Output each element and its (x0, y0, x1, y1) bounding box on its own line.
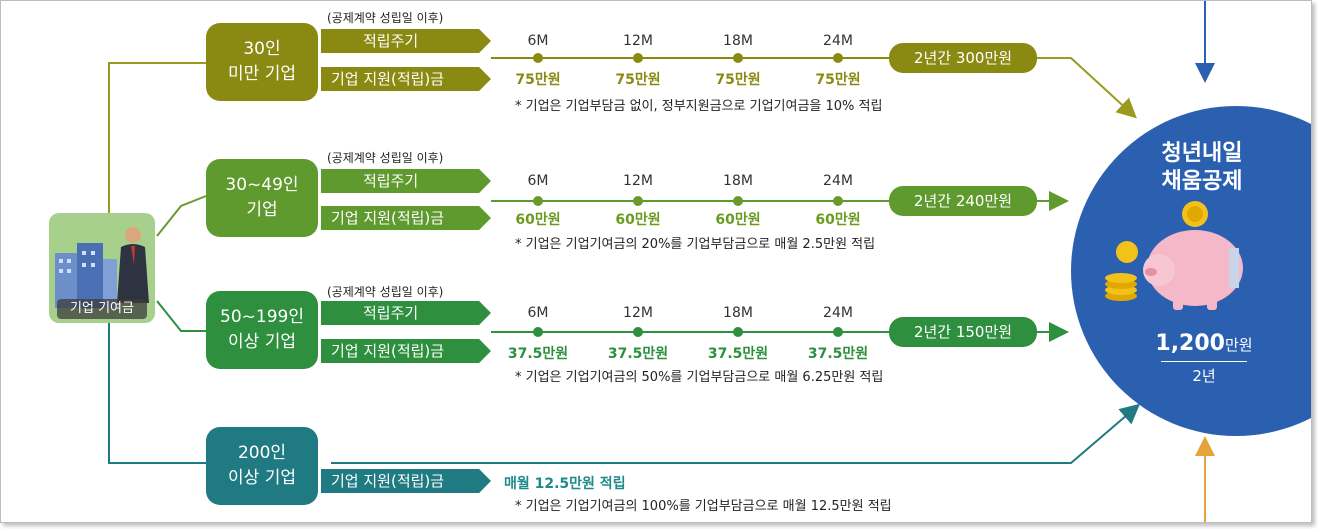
tier3-amount: 37.5만원 (607, 346, 669, 362)
tier2-note: * 기업은 기업기여금의 20%를 기업부담금으로 매월 2.5만원 적립 (515, 237, 876, 252)
tier3-dot (533, 327, 543, 337)
company-contribution-tile: 기업 기여금 (49, 213, 155, 323)
arrow-tier1 (1037, 57, 1137, 119)
trunk-line (108, 62, 206, 213)
tier3-dots (533, 327, 843, 337)
tier2-dot (533, 196, 543, 206)
tier1-size-line1: 30인 (243, 39, 281, 59)
tier1-amount: 75만원 (515, 72, 561, 88)
product-period: 2년 (1192, 367, 1216, 385)
product-amount-number: 1,200 (1155, 331, 1225, 356)
tier4-support-tag: 기업 지원(적립)금 (321, 469, 491, 493)
tier1-amount: 75만원 (815, 72, 861, 88)
tier3-tick: 12M (623, 305, 653, 321)
tier2-cycle-tag: 적립주기 (321, 169, 491, 193)
tier1-total: 2년간 300만원 (889, 43, 1037, 73)
tier3-tick: 18M (723, 305, 753, 321)
tier3-total: 2년간 150만원 (889, 317, 1037, 347)
product-amount-divider (1161, 361, 1247, 362)
tier3-dot (833, 327, 843, 337)
product-title-line2: 채움공제 (1161, 169, 1243, 194)
tier1-tick: 12M (623, 33, 653, 49)
flow-lines (108, 1, 1215, 522)
tier1-tick: 18M (723, 33, 753, 49)
tier3-support-tag: 기업 지원(적립)금 (321, 339, 491, 363)
product-title-line1: 청년내일 (1161, 141, 1243, 166)
tier1-cycle-tag: 적립주기 (321, 29, 491, 53)
tier3-tick: 24M (823, 305, 853, 321)
tier3-contract-note: (공제계약 성립일 이후) (327, 285, 444, 299)
tier4-note: * 기업은 기업기여금의 100%를 기업부담금으로 매월 12.5만원 적립 (515, 499, 892, 514)
tier1-dot (633, 53, 643, 63)
tier2-dots (533, 196, 843, 206)
tier1-size-line2: 미만 기업 (228, 64, 296, 84)
tier1-dot (833, 53, 843, 63)
product-amount: 1,200만원 (1141, 331, 1267, 356)
tier2-total: 2년간 240만원 (889, 186, 1037, 216)
tier3-amount: 37.5만원 (507, 346, 569, 362)
tier2-amount: 60만원 (815, 212, 861, 228)
tier2-amount: 60만원 (515, 212, 561, 228)
piggy-bank-coins-icon (1105, 201, 1243, 310)
branch-tier4 (108, 323, 206, 464)
tier2-tick: 24M (823, 173, 853, 189)
tier4-size-line1: 200인 (237, 443, 287, 463)
tier4-company-size: 200인 이상 기업 (206, 427, 318, 505)
tier1-dot (733, 53, 743, 63)
tier4-size-line2: 이상 기업 (228, 468, 296, 488)
tier2-tick: 18M (723, 173, 753, 189)
tier2-tick: 12M (623, 173, 653, 189)
tier1-amount: 75만원 (615, 72, 661, 88)
tier2-dot (733, 196, 743, 206)
tile-label: 기업 기여금 (57, 299, 147, 319)
tier1-company-size: 30인 미만 기업 (206, 23, 318, 101)
tier2-amount: 60만원 (715, 212, 761, 228)
tier1-support-tag: 기업 지원(적립)금 (321, 67, 491, 91)
arrow-tier4 (331, 403, 1141, 464)
branch-tier3 (156, 300, 206, 332)
tier1-contract-note: (공제계약 성립일 이후) (327, 11, 444, 25)
tier1-note: * 기업은 기업부담금 없이, 정부지원금으로 기업기여금을 10% 적립 (515, 99, 883, 114)
tier3-cycle-tag: 적립주기 (321, 301, 491, 325)
tier4-monthly: 매월 12.5만원 적립 (504, 476, 626, 492)
tier3-dot (733, 327, 743, 337)
tier1-dots (533, 53, 843, 63)
tier3-tick: 6M (527, 305, 549, 321)
building-businessman-icon (55, 227, 149, 308)
tier2-contract-note: (공제계약 성립일 이후) (327, 151, 444, 165)
tier3-dot (633, 327, 643, 337)
tier1-amount: 75만원 (715, 72, 761, 88)
tier2-size-line2: 기업 (246, 200, 278, 220)
branch-tier2 (156, 195, 207, 237)
product-amount-unit: 만원 (1224, 336, 1253, 354)
tier3-amount: 37.5만원 (807, 346, 869, 362)
tier2-amount: 60만원 (615, 212, 661, 228)
tier1-dot (533, 53, 543, 63)
tier3-amount: 37.5만원 (707, 346, 769, 362)
tier2-dot (633, 196, 643, 206)
tier2-company-size: 30~49인 기업 (206, 159, 318, 237)
tier1-tick: 6M (527, 33, 549, 49)
tier3-company-size: 50~199인 이상 기업 (206, 291, 318, 369)
tier2-tick: 6M (527, 173, 549, 189)
tier3-size-line1: 50~199인 (220, 307, 304, 327)
tier3-note: * 기업은 기업기여금의 50%를 기업부담금으로 매월 6.25만원 적립 (515, 370, 884, 385)
tier1-tick: 24M (823, 33, 853, 49)
tier2-dot (833, 196, 843, 206)
tier3-size-line2: 이상 기업 (228, 332, 296, 352)
tier2-size-line1: 30~49인 (225, 175, 299, 195)
tier2-support-tag: 기업 지원(적립)금 (321, 206, 491, 230)
